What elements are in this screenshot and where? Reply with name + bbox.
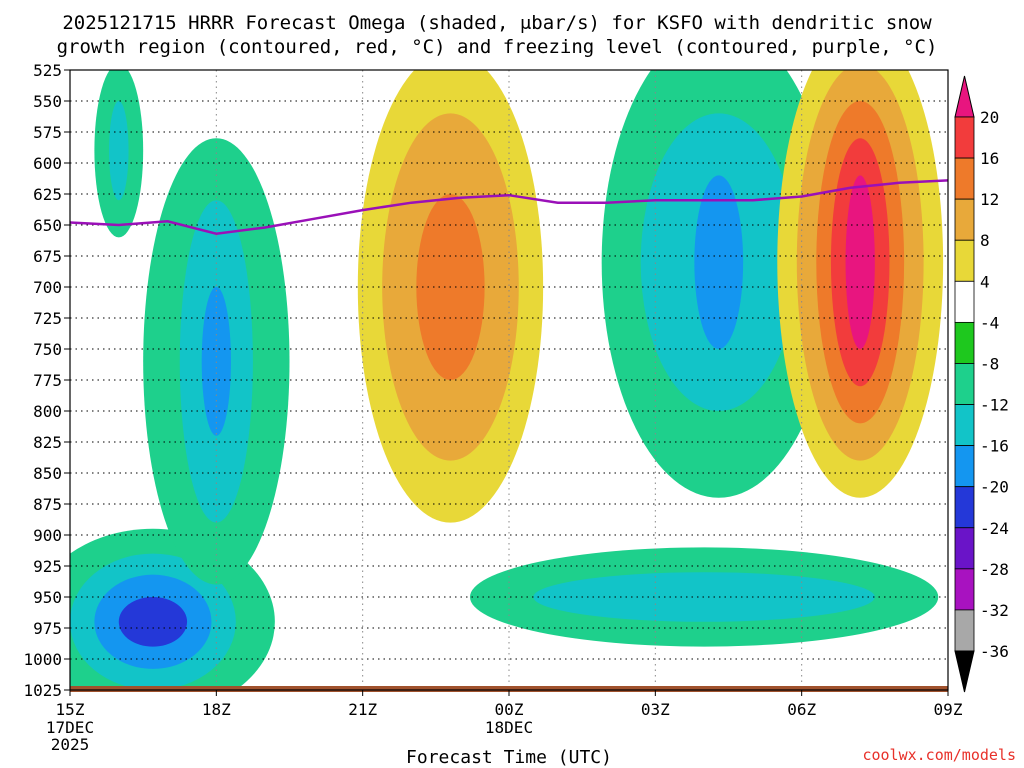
y-tick-label-625: 625 <box>33 185 62 204</box>
colorbar-swatch--36 <box>954 609 975 652</box>
y-tick-label-775: 775 <box>33 371 62 390</box>
colorbar-label--16: -16 <box>980 437 1009 456</box>
pressure-axis: 525 550 575 600 625 650 675 700 725 750 775 800 825 8… <box>23 61 70 700</box>
y-tick-label-725: 725 <box>33 309 62 328</box>
y-tick-label-850: 850 <box>33 464 62 483</box>
y-tick-label-1025: 1025 <box>23 681 62 700</box>
x-tick-label-00Z: 00Z <box>495 700 524 719</box>
colorbar-label-16: 16 <box>980 149 999 168</box>
colorbar: 20 16 12 8 4 -4 -8 -12 -16 -20 -24 -28 -32 -36 <box>954 75 1009 693</box>
colorbar-bottom-arrow <box>954 650 975 693</box>
colorbar-label--24: -24 <box>980 519 1009 538</box>
colorbar-swatch--4 <box>954 280 975 323</box>
colorbar-swatch-12 <box>954 157 975 200</box>
x-axis-label: Forecast Time (UTC) <box>406 747 612 768</box>
y-tick-label-700: 700 <box>33 278 62 297</box>
y-tick-label-525: 525 <box>33 61 62 80</box>
y-tick-label-975: 975 <box>33 619 62 638</box>
colorbar-swatch-4 <box>954 239 975 282</box>
y-tick-label-675: 675 <box>33 247 62 266</box>
downward-column-07z-level-20 <box>845 175 875 349</box>
y-tick-label-575: 575 <box>33 123 62 142</box>
colorbar-label-12: 12 <box>980 190 999 209</box>
x-tick-sublabel-2025: 2025 <box>51 735 90 754</box>
colorbar-swatch-8 <box>954 198 975 241</box>
x-tick-sublabel-17DEC: 17DEC <box>46 718 94 737</box>
y-tick-label-800: 800 <box>33 402 62 421</box>
colorbar-swatch--32 <box>954 568 975 611</box>
colorbar-label--20: -20 <box>980 478 1009 497</box>
y-tick-label-650: 650 <box>33 216 62 235</box>
upward-column-03z-04z-level--16 <box>694 175 744 349</box>
colorbar-swatch--8 <box>954 321 975 364</box>
colorbar-label-20: 20 <box>980 108 999 127</box>
upward-column-near-18z-level--16 <box>201 287 231 436</box>
colorbar-label--28: -28 <box>980 560 1009 579</box>
x-tick-label-06Z: 06Z <box>787 700 816 719</box>
y-tick-label-875: 875 <box>33 495 62 514</box>
upward-core-early-low-levels-level--20 <box>118 597 188 647</box>
y-tick-label-750: 750 <box>33 340 62 359</box>
colorbar-label--32: -32 <box>980 601 1009 620</box>
colorbar-label--36: -36 <box>980 642 1009 661</box>
colorbar-swatch--24 <box>954 486 975 529</box>
freezing-level-line <box>70 179 948 235</box>
y-tick-label-825: 825 <box>33 433 62 452</box>
colorbar-label--8: -8 <box>980 354 999 373</box>
x-tick-sublabel-18DEC: 18DEC <box>485 718 533 737</box>
upward-strip-early-top-level--12 <box>109 101 129 201</box>
upward-band-low-levels-after-00z-level--12 <box>533 572 875 622</box>
y-tick-label-550: 550 <box>33 92 62 111</box>
colorbar-label--12: -12 <box>980 396 1009 415</box>
x-tick-label-18Z: 18Z <box>202 700 231 719</box>
colorbar-swatch--16 <box>954 404 975 447</box>
y-tick-label-1000: 1000 <box>23 650 62 669</box>
colorbar-label--4: -4 <box>980 313 999 332</box>
colorbar-swatch--28 <box>954 527 975 570</box>
x-tick-label-21Z: 21Z <box>348 700 377 719</box>
y-tick-label-600: 600 <box>33 154 62 173</box>
y-tick-label-900: 900 <box>33 526 62 545</box>
x-tick-label-15Z: 15Z <box>56 700 85 719</box>
credit-text: coolwx.com/models <box>862 746 1016 764</box>
x-tick-label-09Z: 09Z <box>934 700 963 719</box>
colorbar-swatch-16 <box>954 116 975 159</box>
ground-surface <box>70 686 948 692</box>
colorbar-swatch--20 <box>954 445 975 488</box>
y-tick-label-925: 925 <box>33 557 62 576</box>
colorbar-label-8: 8 <box>980 231 990 250</box>
x-tick-label-03Z: 03Z <box>641 700 670 719</box>
y-tick-label-950: 950 <box>33 588 62 607</box>
colorbar-top-arrow <box>954 75 975 118</box>
chart-title-line-1: 2025121715 HRRR Forecast Omega (shaded, … <box>62 12 932 34</box>
chart-title-line-2: growth region (contoured, red, °C) and f… <box>57 36 938 58</box>
colorbar-swatch--12 <box>954 363 975 405</box>
freezing-level-layer <box>70 179 948 235</box>
colorbar-label-4: 4 <box>980 272 990 291</box>
